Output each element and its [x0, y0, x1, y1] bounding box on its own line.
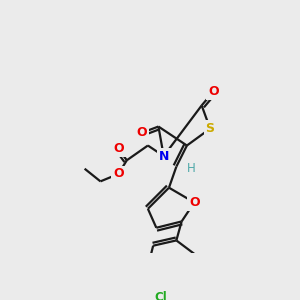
Text: S: S — [206, 122, 214, 135]
Text: O: O — [189, 196, 200, 209]
Text: N: N — [158, 150, 169, 163]
Text: O: O — [113, 142, 124, 155]
Text: O: O — [113, 167, 124, 181]
Text: O: O — [208, 85, 219, 98]
Text: H: H — [187, 162, 196, 175]
Text: O: O — [136, 126, 147, 140]
Text: Cl: Cl — [154, 291, 167, 300]
